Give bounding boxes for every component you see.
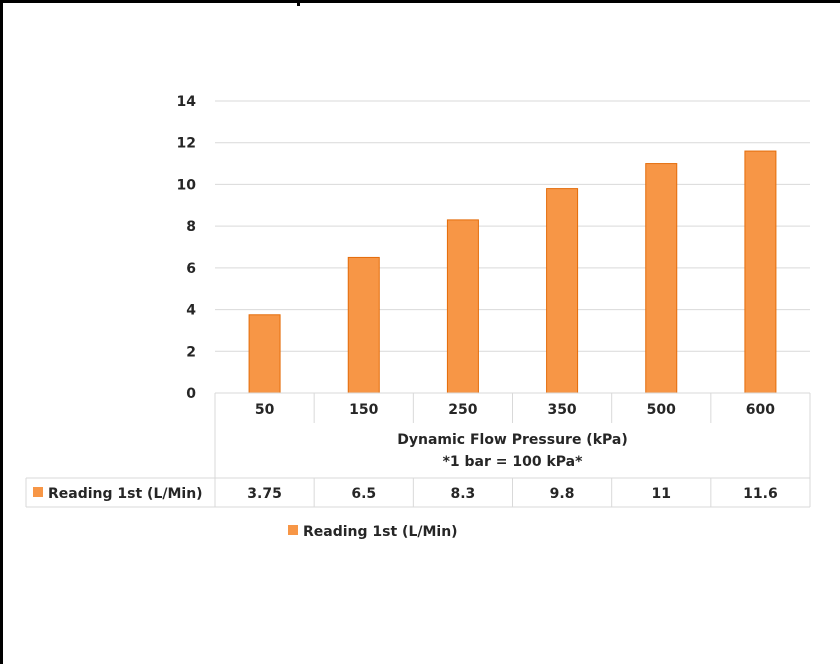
x-tick-label: 50: [255, 402, 275, 418]
y-tick-label: 10: [177, 177, 197, 193]
data-table-cell: 11.6: [743, 486, 778, 502]
bar: [546, 188, 579, 394]
x-axis-title: Dynamic Flow Pressure (kPa): [397, 432, 628, 448]
y-axis-tick-labels: 0 2 4 6 8 10 12 14: [177, 94, 197, 402]
data-table-cell: 11: [652, 486, 671, 502]
data-table-cell: 3.75: [247, 486, 282, 502]
bar: [248, 314, 281, 394]
y-tick-label: 6: [186, 261, 196, 277]
data-table-cell: 9.8: [550, 486, 575, 502]
x-tick-label: 600: [746, 402, 775, 418]
data-table-cell: 6.5: [351, 486, 376, 502]
frame-divider: [297, 0, 300, 6]
x-axis-note: *1 bar = 100 kPa*: [443, 454, 584, 470]
data-table-cells: 3.75 6.5 8.3 9.8 11 11.6: [247, 486, 777, 502]
bar: [347, 256, 380, 394]
x-axis-tick-labels: 50 150 250 350 500 600: [255, 402, 775, 418]
data-table-row-label: Reading 1st (L/Min): [48, 486, 203, 502]
bar: [446, 219, 479, 394]
y-tick-label: 8: [186, 219, 196, 235]
x-tick-label: 150: [349, 402, 378, 418]
data-table-lines: [25, 392, 811, 508]
x-tick-label: 500: [647, 402, 676, 418]
legend: Reading 1st (L/Min): [288, 524, 458, 540]
data-table-cell: 8.3: [451, 486, 476, 502]
legend-swatch: [288, 525, 298, 535]
x-tick-label: 250: [448, 402, 477, 418]
legend-label: Reading 1st (L/Min): [303, 524, 458, 540]
y-tick-label: 2: [186, 344, 196, 360]
gridlines: [215, 100, 810, 352]
x-tick-label: 350: [547, 402, 576, 418]
y-tick-label: 4: [186, 303, 196, 319]
y-tick-label: 14: [177, 94, 197, 110]
bars: [248, 150, 777, 394]
y-tick-label: 0: [186, 386, 196, 402]
y-tick-label: 12: [177, 136, 196, 152]
bar: [645, 163, 678, 394]
bar: [744, 150, 777, 394]
table-legend-key: [33, 487, 43, 497]
